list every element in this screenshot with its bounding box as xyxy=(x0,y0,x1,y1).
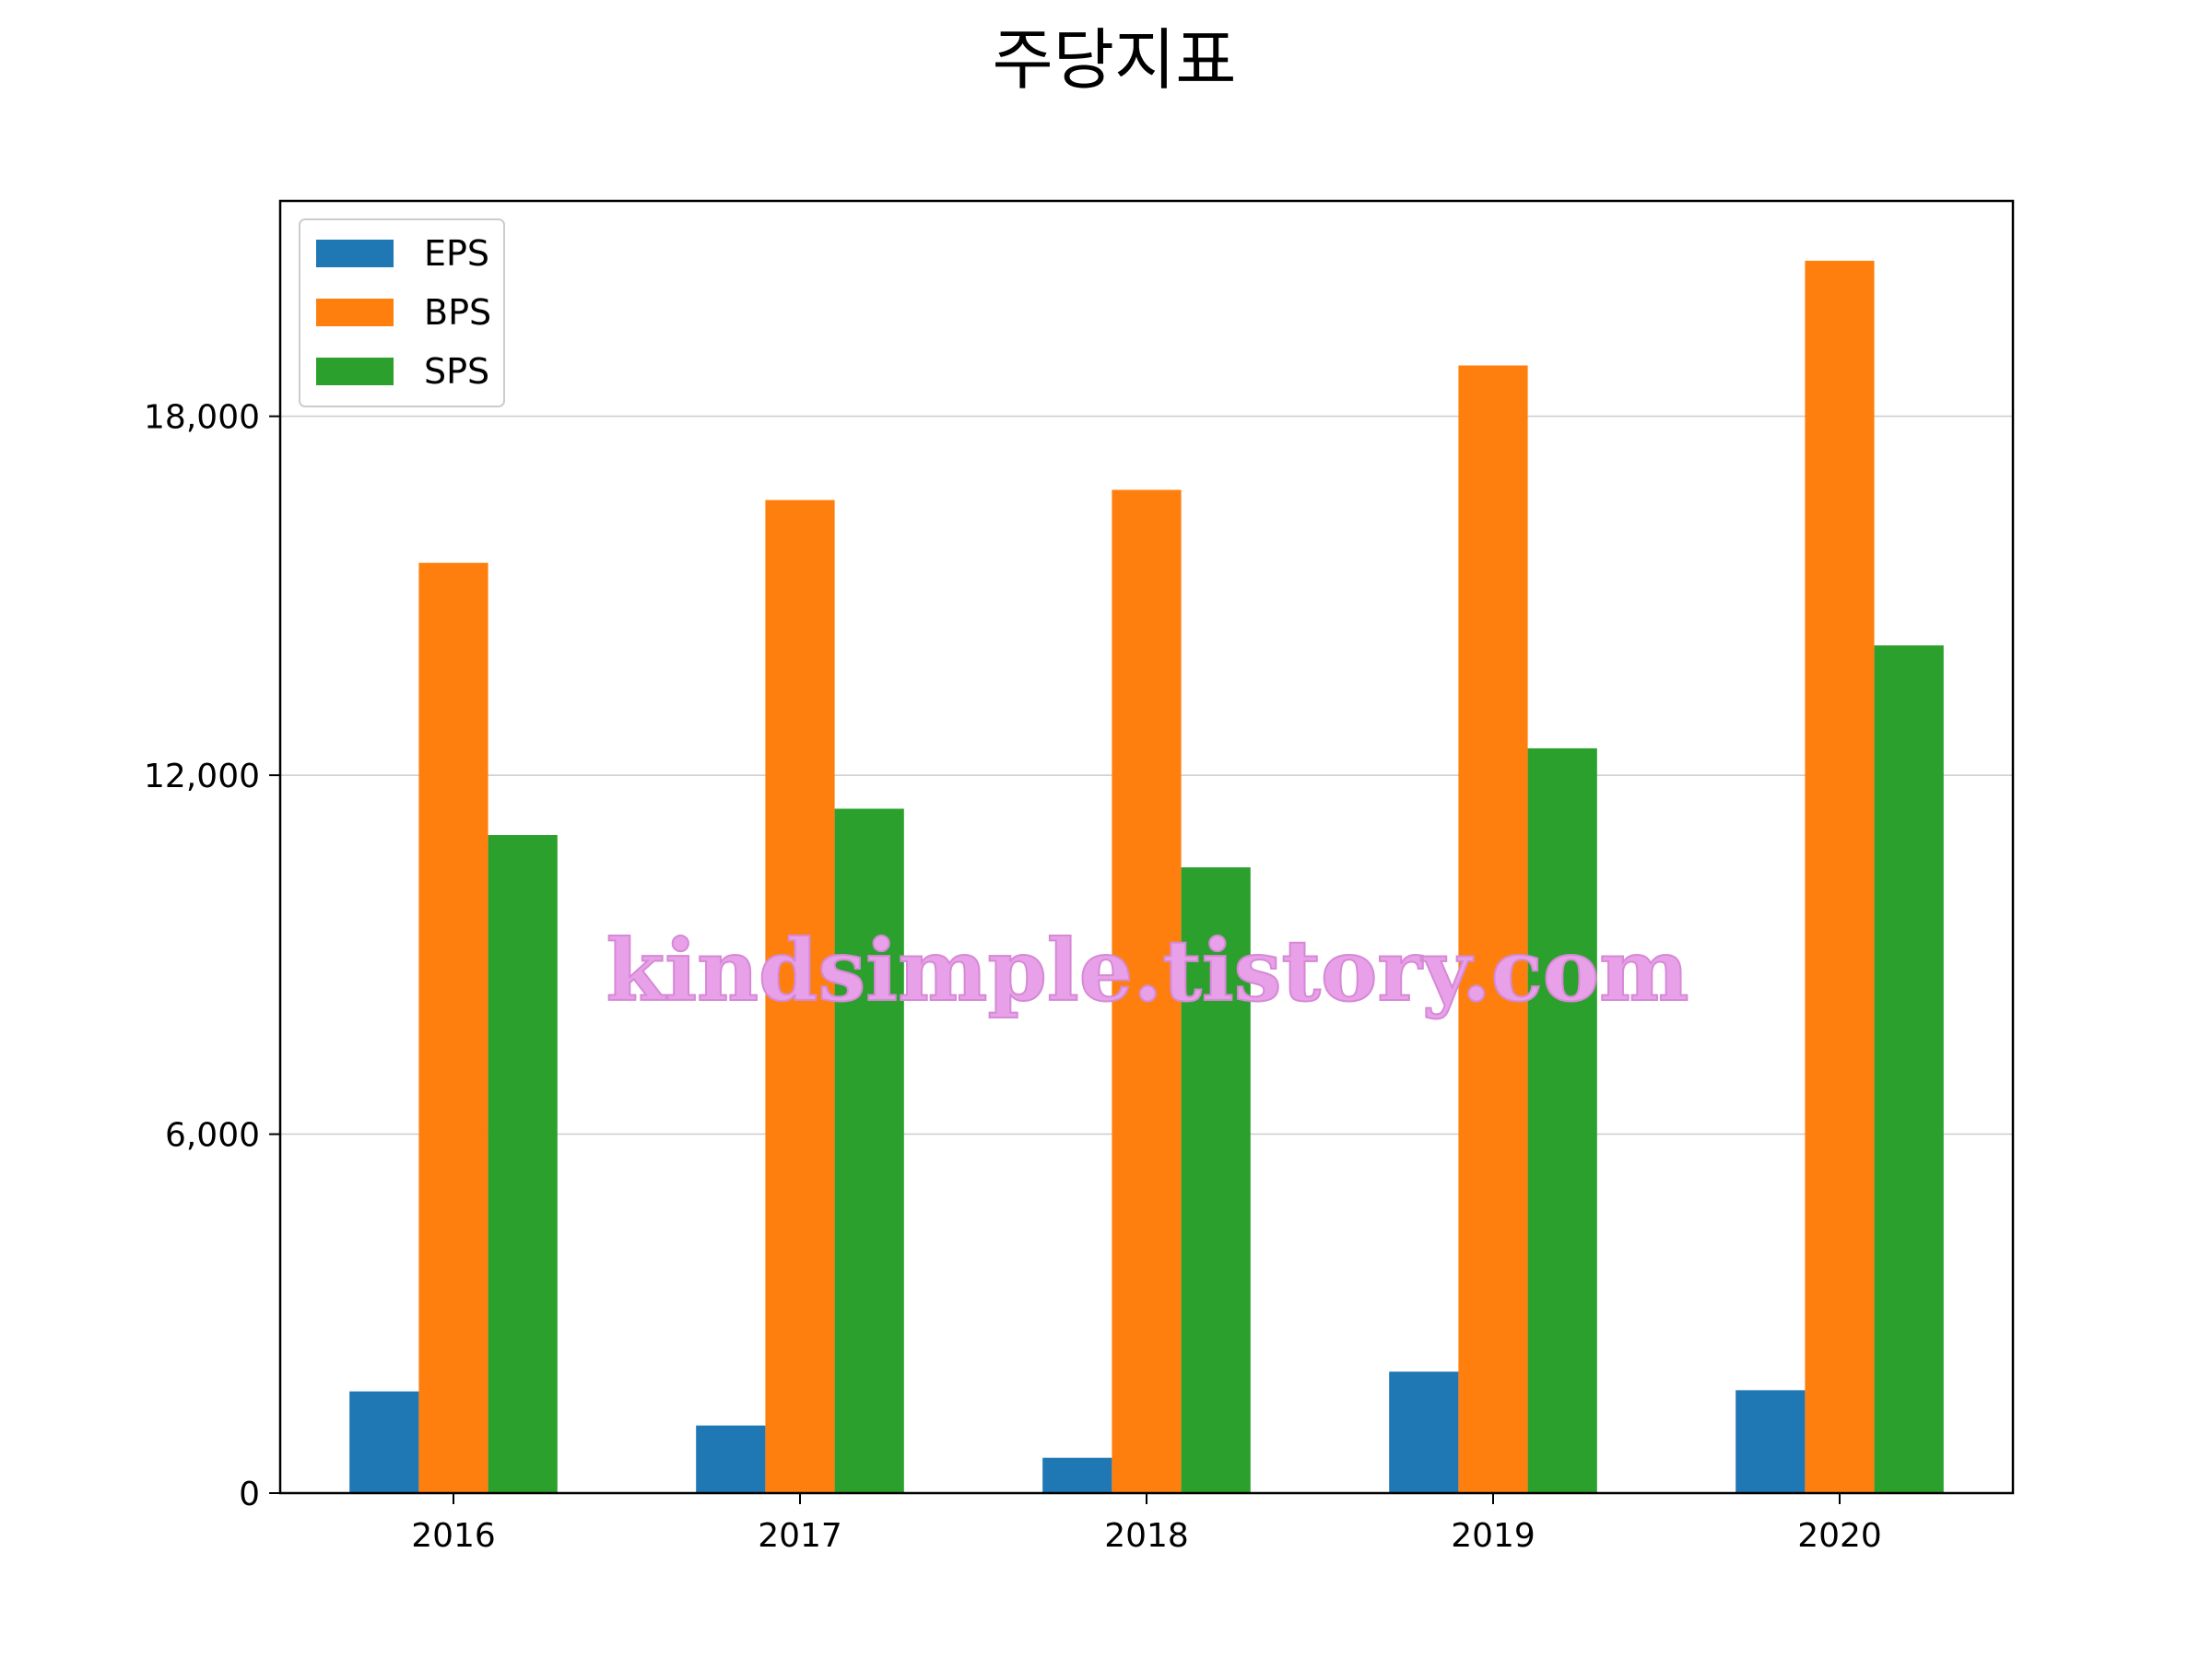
bar-bps-2019 xyxy=(1458,365,1528,1493)
bar-sps-2016 xyxy=(488,835,558,1493)
legend-label-eps: EPS xyxy=(424,233,489,274)
bar-bps-2020 xyxy=(1805,260,1875,1493)
x-tick-label: 2016 xyxy=(411,1517,496,1555)
x-axis: 2016 2017 2018 2019 2020 xyxy=(411,1493,1882,1555)
y-axis: 0 6,000 12,000 18,000 xyxy=(144,399,280,1513)
bar-sps-2018 xyxy=(1181,867,1251,1493)
bar-bps-2017 xyxy=(765,500,835,1493)
bar-eps-2019 xyxy=(1389,1371,1459,1493)
legend-label-bps: BPS xyxy=(424,292,491,333)
bar-bps-2018 xyxy=(1112,489,1182,1493)
bar-eps-2018 xyxy=(1042,1457,1112,1493)
legend-swatch-bps xyxy=(316,299,394,326)
bar-eps-2017 xyxy=(696,1425,766,1493)
legend-swatch-eps xyxy=(316,240,394,267)
watermark: kindsimple.tistory.com xyxy=(606,921,1688,1020)
bar-eps-2020 xyxy=(1735,1390,1806,1493)
y-tick-label: 0 xyxy=(239,1476,260,1513)
y-tick-label: 6,000 xyxy=(165,1117,260,1155)
legend-swatch-sps xyxy=(316,358,394,385)
x-tick-label: 2017 xyxy=(758,1517,842,1555)
bar-sps-2020 xyxy=(1874,645,1944,1493)
legend: EPS BPS SPS xyxy=(299,218,505,407)
bar-sps-2019 xyxy=(1527,747,1597,1493)
y-tick-label: 12,000 xyxy=(144,758,260,795)
bars xyxy=(349,260,1944,1493)
x-tick-label: 2020 xyxy=(1797,1517,1882,1555)
chart-title: 주당지표 xyxy=(993,21,1237,99)
legend-label-sps: SPS xyxy=(424,351,489,392)
x-tick-label: 2019 xyxy=(1451,1517,1535,1555)
bar-eps-2016 xyxy=(349,1391,419,1493)
bar-sps-2017 xyxy=(834,808,904,1493)
x-tick-label: 2018 xyxy=(1104,1517,1189,1555)
bar-bps-2016 xyxy=(418,562,488,1493)
y-tick-label: 18,000 xyxy=(144,399,260,437)
